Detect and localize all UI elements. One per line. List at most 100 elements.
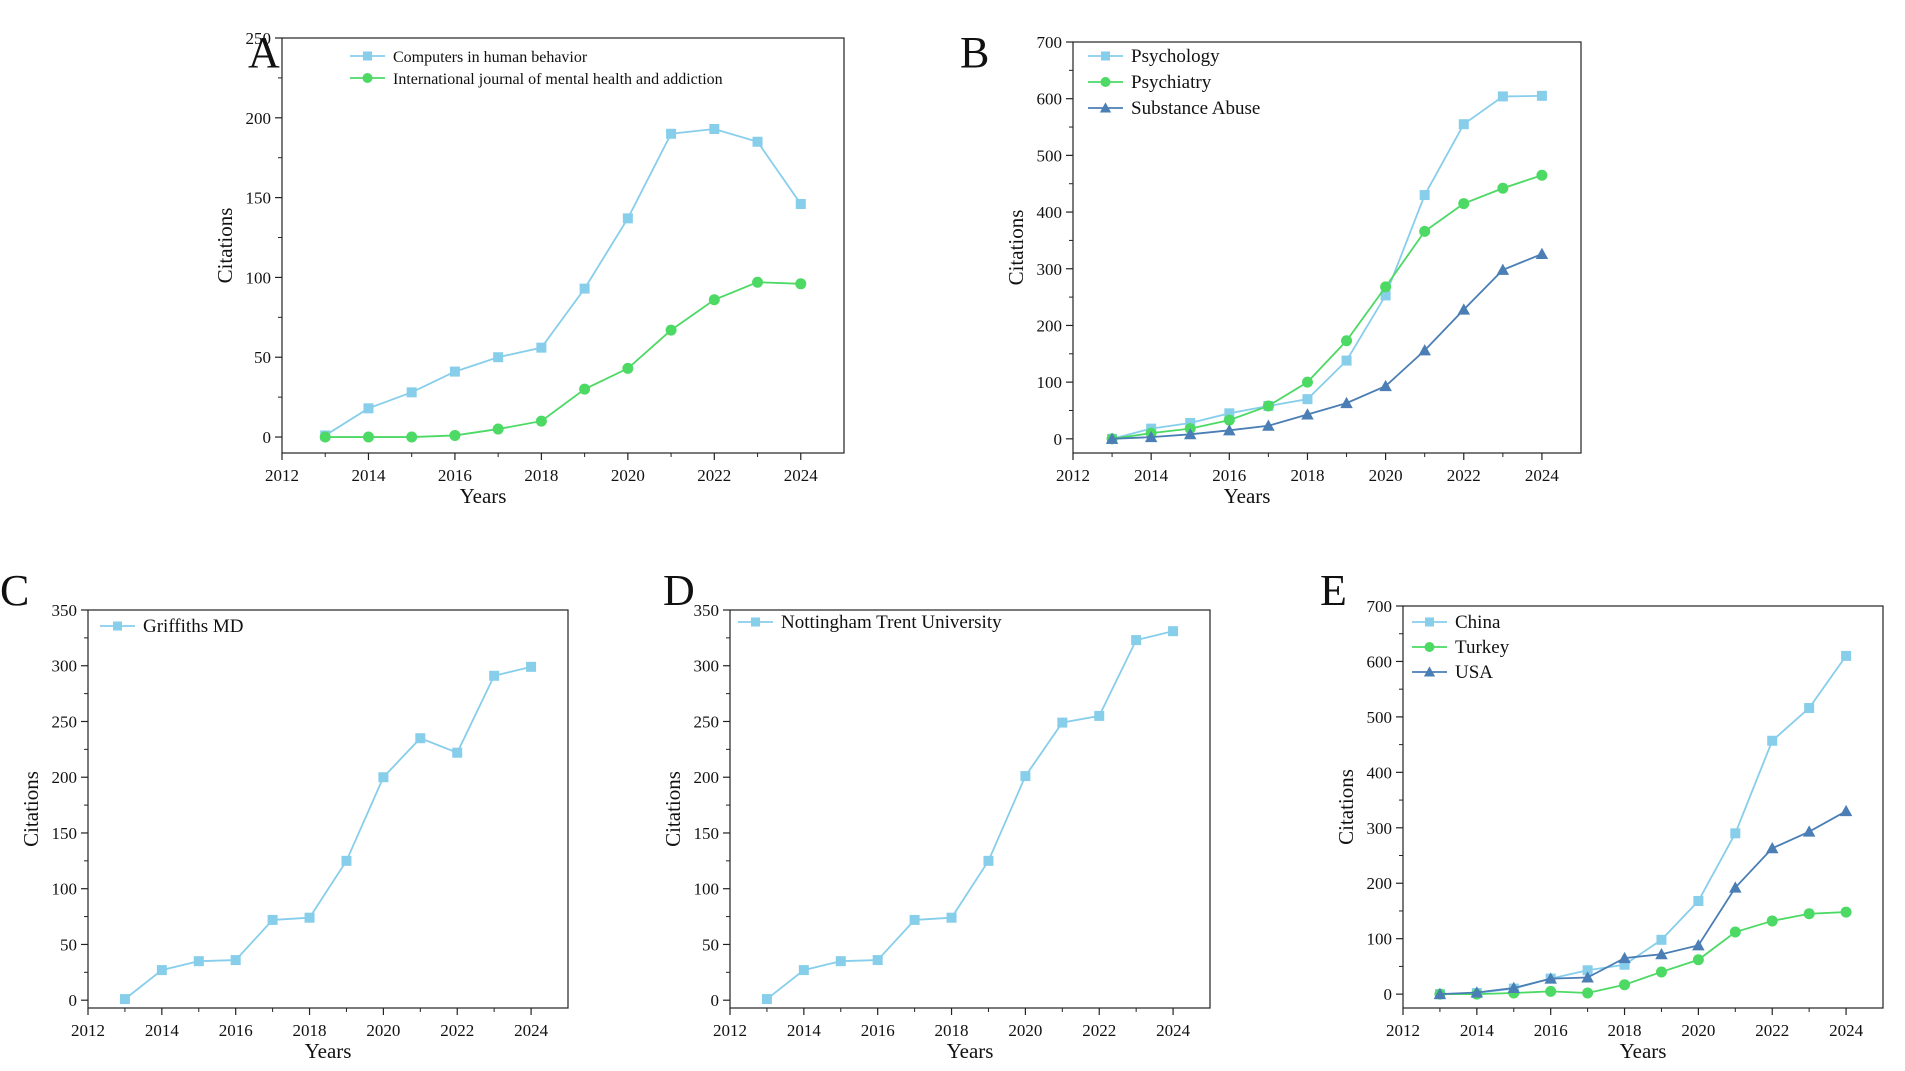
data-point [1223, 414, 1235, 426]
legend-marker [1101, 51, 1110, 61]
data-point [1497, 182, 1509, 194]
x-tick-label: 2024 [784, 466, 819, 485]
series-substance-abuse [1105, 247, 1549, 444]
legend-marker [1100, 77, 1111, 87]
data-point [708, 294, 720, 306]
legend-label: Substance Abuse [1131, 98, 1260, 119]
data-point [1536, 169, 1548, 181]
data-point [526, 661, 537, 672]
data-point [1223, 424, 1236, 436]
data-point [415, 733, 426, 744]
data-point [752, 276, 764, 288]
x-tick-label: 2020 [366, 1021, 400, 1040]
data-point [909, 914, 920, 925]
data-point [1582, 965, 1593, 976]
y-tick-label: 100 [1367, 930, 1393, 949]
data-point [1804, 703, 1815, 714]
data-point [156, 965, 167, 976]
data-point [449, 429, 461, 441]
data-point [193, 956, 204, 967]
data-point [1144, 430, 1158, 443]
y-axis-title: Citations [661, 771, 685, 847]
data-point [1729, 926, 1741, 938]
series-usa [1433, 804, 1853, 1000]
data-point [378, 772, 389, 783]
y-tick-label: 50 [60, 935, 77, 954]
series-computers-in-human-behavior [320, 123, 806, 441]
y-tick-label: 500 [1037, 146, 1063, 165]
data-point [1655, 966, 1667, 978]
x-tick-label: 2022 [1447, 466, 1481, 485]
y-axis-title: Citations [1004, 210, 1028, 286]
chart-panel-a: A 2012 2014 2016 2018 2020 2022 2024 0 50 100 150 20… [213, 28, 845, 508]
data-point [1496, 263, 1510, 275]
legend-marker [362, 73, 373, 83]
legend-label: USA [1455, 662, 1493, 683]
y-tick-label: 0 [263, 428, 272, 447]
data-point [709, 123, 720, 134]
plot-frame [1072, 41, 1582, 454]
legend-label: Griffiths MD [143, 616, 243, 637]
y-axis-title: Citations [213, 208, 237, 284]
series-international-journal-of-mental-health-and-addiction [319, 276, 807, 443]
x-tick-label: 2018 [293, 1021, 327, 1040]
y-tick-label: 700 [1367, 597, 1393, 616]
x-tick-label: 2012 [713, 1021, 747, 1040]
series-nottingham-trent-university [761, 626, 1179, 1005]
data-point [622, 213, 633, 224]
x-tick-label: 2022 [1082, 1021, 1116, 1040]
data-point [449, 366, 460, 377]
y-tick-label: 50 [254, 348, 271, 367]
legend-label: Turkey [1455, 637, 1510, 658]
y-tick-label: 200 [1367, 874, 1393, 893]
y-tick-label: 350 [52, 601, 78, 620]
panel-letter: D [663, 566, 695, 615]
y-tick-label: 250 [246, 29, 272, 48]
data-point [1692, 954, 1704, 966]
legend-label: Nottingham Trent University [781, 612, 1002, 633]
data-point [304, 912, 315, 923]
x-tick-label: 2020 [611, 466, 645, 485]
panel-letter: A [248, 28, 280, 77]
data-point [1730, 828, 1741, 839]
y-tick-label: 700 [1037, 33, 1063, 52]
data-point [1379, 379, 1392, 392]
series-line [1111, 174, 1543, 440]
plot-frame [729, 609, 1211, 1009]
x-tick-label: 2014 [787, 1021, 822, 1040]
x-tick-label: 2022 [697, 466, 731, 485]
y-tick-label: 300 [52, 657, 78, 676]
data-point [1301, 376, 1313, 388]
data-point [1470, 986, 1484, 998]
x-tick-label: 2012 [1386, 1021, 1420, 1040]
x-tick-label: 2022 [440, 1021, 474, 1040]
legend: Psychology Psychiatry Substance Abuse [1088, 46, 1260, 119]
data-point [406, 431, 418, 443]
data-point [1458, 198, 1470, 210]
data-point [1840, 906, 1852, 918]
series-line [1439, 911, 1847, 996]
data-point [946, 912, 957, 923]
x-tick-label: 2020 [1681, 1021, 1715, 1040]
data-point [1131, 635, 1142, 646]
y-axis-title: Citations [1334, 769, 1358, 845]
y-tick-label: 350 [694, 601, 720, 620]
data-point [493, 352, 504, 363]
data-point [1419, 225, 1431, 237]
data-point [1536, 90, 1547, 101]
x-tick-label: 2016 [861, 1021, 895, 1040]
y-tick-label: 150 [694, 824, 720, 843]
data-point [1767, 735, 1778, 746]
data-point [1094, 710, 1105, 721]
data-point [267, 914, 278, 925]
data-point [492, 423, 504, 435]
series-line [124, 665, 532, 1000]
chart-panel-b: B 2012 2014 2016 2018 2020 2022 2024 0 100 200 300 4… [960, 28, 1582, 508]
data-point [489, 670, 500, 681]
data-point [983, 855, 994, 866]
x-tick-label: 2016 [1534, 1021, 1568, 1040]
y-tick-label: 150 [246, 189, 272, 208]
legend-marker [1424, 642, 1435, 652]
data-point [1418, 344, 1431, 356]
